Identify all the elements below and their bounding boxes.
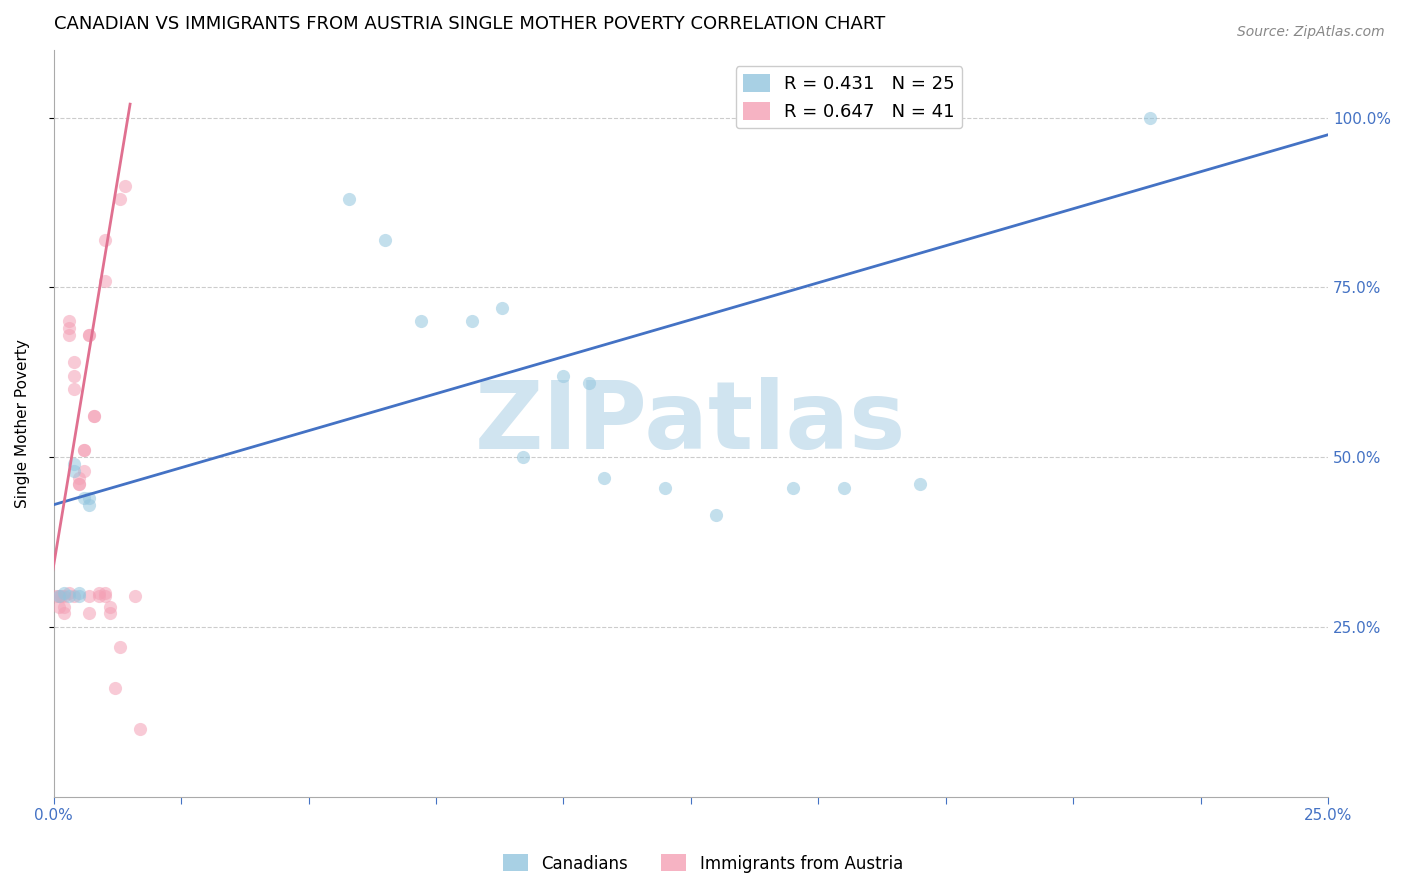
Point: [67, 590, 90, 604]
Point: [67, 586, 90, 600]
Point: [52, 586, 75, 600]
Point: [129, 722, 152, 736]
Point: [48, 599, 70, 614]
Point: [83, 409, 105, 424]
Point: [124, 590, 146, 604]
Point: [93, 590, 115, 604]
Point: [63, 590, 86, 604]
Point: [578, 376, 600, 390]
Point: [832, 481, 855, 495]
Y-axis label: Single Mother Poverty: Single Mother Poverty: [15, 339, 30, 508]
Point: [593, 470, 616, 484]
Point: [83, 409, 105, 424]
Point: [63, 368, 86, 383]
Point: [63, 464, 86, 478]
Point: [63, 382, 86, 396]
Point: [67, 470, 90, 484]
Text: ZIPatlas: ZIPatlas: [475, 377, 907, 469]
Point: [63, 457, 86, 471]
Text: CANADIAN VS IMMIGRANTS FROM AUSTRIA SINGLE MOTHER POVERTY CORRELATION CHART: CANADIAN VS IMMIGRANTS FROM AUSTRIA SING…: [53, 15, 884, 33]
Point: [98, 599, 121, 614]
Point: [52, 607, 75, 621]
Point: [73, 491, 96, 505]
Point: [337, 192, 360, 206]
Point: [58, 328, 80, 343]
Point: [63, 355, 86, 369]
Point: [58, 314, 80, 328]
Point: [73, 443, 96, 458]
Point: [58, 321, 80, 335]
Point: [58, 590, 80, 604]
Point: [48, 590, 70, 604]
Point: [98, 607, 121, 621]
Point: [52, 599, 75, 614]
Point: [553, 368, 575, 383]
Point: [491, 301, 513, 315]
Point: [79, 491, 101, 505]
Point: [93, 233, 115, 247]
Point: [58, 586, 80, 600]
Point: [104, 681, 127, 695]
Point: [79, 328, 101, 343]
Point: [108, 192, 131, 206]
Point: [910, 477, 932, 491]
Point: [73, 443, 96, 458]
Point: [706, 508, 728, 522]
Point: [93, 274, 115, 288]
Point: [79, 498, 101, 512]
Point: [79, 607, 101, 621]
Legend: R = 0.431   N = 25, R = 0.647   N = 41: R = 0.431 N = 25, R = 0.647 N = 41: [735, 66, 962, 128]
Point: [73, 464, 96, 478]
Point: [51, 590, 73, 604]
Point: [1139, 111, 1161, 125]
Point: [67, 477, 90, 491]
Point: [79, 328, 101, 343]
Point: [374, 233, 396, 247]
Point: [114, 178, 136, 193]
Point: [89, 590, 111, 604]
Point: [89, 586, 111, 600]
Point: [782, 481, 804, 495]
Point: [93, 586, 115, 600]
Point: [654, 481, 676, 495]
Text: Source: ZipAtlas.com: Source: ZipAtlas.com: [1237, 25, 1385, 39]
Point: [409, 314, 432, 328]
Point: [67, 477, 90, 491]
Point: [48, 590, 70, 604]
Legend: Canadians, Immigrants from Austria: Canadians, Immigrants from Austria: [496, 847, 910, 880]
Point: [79, 590, 101, 604]
Point: [460, 314, 482, 328]
Point: [52, 590, 75, 604]
Point: [45, 590, 67, 604]
Point: [108, 640, 131, 655]
Point: [512, 450, 534, 465]
